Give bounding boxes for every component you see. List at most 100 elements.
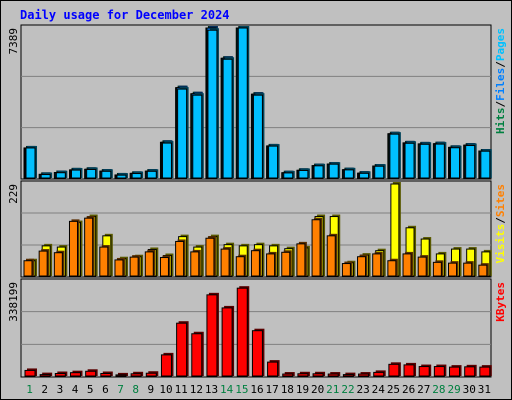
sites-bar — [448, 262, 458, 277]
pages-bar — [222, 58, 233, 179]
pages-bar — [25, 147, 36, 179]
pages-bar — [404, 142, 415, 179]
kbytes-bar — [191, 333, 203, 377]
x-tick-label: 21 — [326, 383, 339, 396]
pages-bar — [389, 133, 400, 179]
pages-bar — [192, 94, 203, 179]
kbytes-bar — [327, 373, 339, 377]
legend-entry: Files — [494, 68, 507, 101]
kbytes-bar — [130, 373, 142, 377]
pages-bar — [313, 165, 324, 179]
kbytes-bar — [358, 373, 370, 377]
kbytes-bar — [312, 373, 324, 377]
kbytes-bar — [236, 287, 248, 377]
x-tick-label: 29 — [447, 383, 460, 396]
pages-bar — [419, 143, 430, 179]
x-tick-label: 13 — [205, 383, 218, 396]
pages-bar — [161, 142, 172, 179]
sites-bar — [478, 264, 488, 277]
pages-bar — [343, 169, 354, 179]
pages-bar — [374, 165, 385, 179]
kbytes-bar — [373, 371, 385, 377]
x-tick-label: 26 — [402, 383, 415, 396]
sites-bar — [341, 263, 351, 277]
kbytes-bar — [176, 322, 188, 377]
x-tick-label: 19 — [296, 383, 309, 396]
x-tick-label: 11 — [175, 383, 188, 396]
sites-bar — [417, 256, 427, 277]
pages-bar — [146, 170, 157, 179]
pages-bar — [131, 173, 142, 179]
sites-bar — [432, 261, 442, 277]
sites-bar — [311, 219, 321, 277]
legend-entry: KBytes — [494, 282, 507, 322]
legend-entry: Sites — [494, 184, 507, 217]
kbytes-bar — [206, 294, 218, 377]
x-tick-label: 1 — [26, 383, 33, 396]
pages-bar — [268, 145, 279, 179]
kbytes-bar — [115, 374, 127, 377]
sites-bar — [38, 250, 48, 277]
sites-bar — [114, 259, 124, 277]
x-tick-label: 9 — [148, 383, 155, 396]
sites-bar — [372, 253, 382, 277]
legend-entry: / — [494, 61, 507, 68]
kbytes-bar — [403, 364, 415, 377]
kbytes-bar — [449, 366, 461, 377]
sites-bar — [235, 256, 245, 277]
kbytes-bar — [297, 373, 309, 377]
kbytes-bar — [433, 366, 445, 377]
x-tick-label: 20 — [311, 383, 324, 396]
pages-bar — [283, 172, 294, 179]
sites-bar — [99, 246, 109, 277]
pages-bar — [298, 169, 309, 179]
sites-bar — [220, 248, 230, 277]
sites-bar — [296, 243, 306, 277]
sites-bar — [159, 257, 169, 277]
x-tick-label: 28 — [432, 383, 445, 396]
pages-bar — [207, 29, 218, 179]
kbytes-bar — [54, 372, 66, 377]
sites-bar — [205, 237, 215, 277]
legend-kbytes: KBytes — [494, 282, 507, 322]
pages-bar — [86, 168, 97, 179]
kbytes-bar — [282, 373, 294, 377]
x-tick-label: 17 — [266, 383, 279, 396]
pages-bar — [480, 150, 491, 179]
pages-bar — [450, 147, 461, 179]
chart-title: Daily usage for December 2024 — [20, 8, 230, 22]
kbytes-bar — [145, 372, 157, 377]
kbytes-bar — [160, 354, 172, 377]
x-tick-label: 6 — [102, 383, 109, 396]
sites-bar — [23, 260, 33, 277]
legend-visits: Visits/Sites — [494, 184, 507, 264]
x-tick-label: 23 — [357, 383, 370, 396]
pages-bar — [70, 169, 81, 179]
pages-bar — [177, 88, 188, 179]
sites-bar — [144, 251, 154, 277]
sites-bar — [53, 252, 63, 277]
ymax-label-kbytes: 338199 — [7, 282, 20, 322]
sites-bar — [281, 251, 291, 277]
x-tick-label: 15 — [235, 383, 248, 396]
ymax-label-hits: 7389 — [7, 28, 20, 55]
sites-bar — [463, 262, 473, 277]
x-tick-label: 16 — [250, 383, 263, 396]
legend-entry: / — [494, 101, 507, 108]
pages-bar — [465, 145, 476, 179]
x-tick-label: 31 — [478, 383, 491, 396]
x-tick-label: 4 — [72, 383, 79, 396]
sites-bar — [266, 253, 276, 277]
x-tick-label: 2 — [41, 383, 48, 396]
pages-bar — [434, 143, 445, 179]
x-tick-label: 14 — [220, 383, 234, 396]
kbytes-bar — [418, 366, 430, 377]
x-tick-label: 30 — [463, 383, 476, 396]
pages-bar — [40, 174, 51, 179]
kbytes-bar — [267, 361, 279, 377]
sites-bar — [387, 260, 397, 277]
sites-bar — [402, 253, 412, 277]
kbytes-bar — [221, 307, 233, 377]
kbytes-bar — [69, 372, 81, 377]
